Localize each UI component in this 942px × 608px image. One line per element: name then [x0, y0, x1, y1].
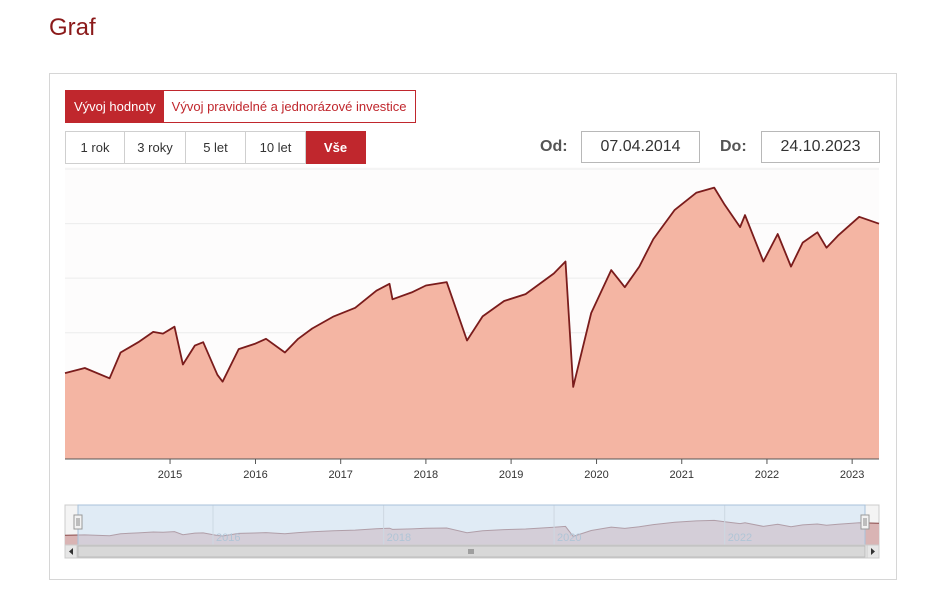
- x-tick-label: 2015: [158, 469, 182, 481]
- x-tick-label: 2017: [328, 469, 352, 481]
- to-date-label: Do:: [720, 138, 747, 155]
- range-1-year-button[interactable]: 1 rok: [65, 131, 125, 164]
- from-date-label: Od:: [540, 138, 568, 155]
- range-5-years-button[interactable]: 5 let: [186, 131, 246, 164]
- x-tick-label: 2018: [414, 469, 438, 481]
- series-line: [64, 186, 880, 388]
- x-tick-label: 2016: [243, 469, 267, 481]
- tab-value-development[interactable]: Vývoj hodnoty: [66, 91, 164, 122]
- range-3-years-button[interactable]: 3 roky: [125, 131, 186, 164]
- x-tick-label: 2022: [755, 469, 779, 481]
- handle-body[interactable]: [860, 514, 870, 530]
- arrow-left-icon: [69, 548, 73, 555]
- page-title: Graf: [49, 14, 96, 41]
- to-date-input[interactable]: 24.10.2023: [761, 131, 880, 163]
- x-tick-label: 2023: [840, 469, 864, 481]
- navigator-selection[interactable]: [77, 504, 866, 546]
- navigator-right-handle[interactable]: [860, 514, 870, 530]
- x-tick-label: 2020: [584, 469, 608, 481]
- series-area: [65, 187, 879, 459]
- range-all-button[interactable]: Vše: [306, 131, 366, 164]
- from-date-input[interactable]: 07.04.2014: [581, 131, 700, 163]
- range-selector: 1 rok 3 roky 5 let 10 let Vše: [65, 131, 366, 164]
- navigator: 2016201820202022: [64, 504, 880, 559]
- tab-investment-development[interactable]: Vývoj pravidelné a jednorázové investice: [163, 91, 415, 122]
- view-tabs: Vývoj hodnoty Vývoj pravidelné a jednorá…: [65, 90, 416, 123]
- x-tick-label: 2021: [670, 469, 694, 481]
- arrow-right-icon: [871, 548, 875, 555]
- navigator-left-handle[interactable]: [73, 514, 83, 530]
- range-10-years-button[interactable]: 10 let: [246, 131, 306, 164]
- x-axis-ticks: 2015 2016 2017 2018 2019 2020 2021 2022 2023: [158, 459, 864, 481]
- x-tick-label: 2019: [499, 469, 523, 481]
- handle-body[interactable]: [73, 514, 83, 530]
